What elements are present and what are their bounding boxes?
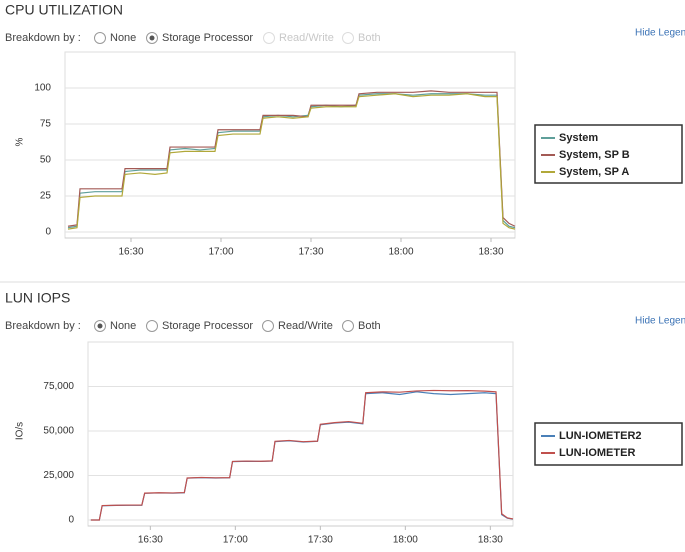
x-tick-label: 18:30 [478,247,503,258]
breakdown-label: Breakdown by : [5,320,81,332]
radio-label[interactable]: Read/Write [278,320,333,332]
series-line [67,93,516,230]
hide-legend-link[interactable]: Hide Legen [635,316,685,327]
radio-button[interactable] [94,32,106,44]
radio-label[interactable]: None [110,320,136,332]
x-tick-label: 16:30 [118,247,143,258]
legend-label: System, SP B [559,149,630,161]
y-tick-label: 50,000 [43,426,74,437]
x-tick-label: 18:30 [478,535,503,546]
legend-label: System, SP A [559,166,629,178]
y-tick-label: 0 [68,515,74,526]
legend-label: LUN-IOMETER [559,447,635,459]
x-tick-label: 18:00 [393,535,418,546]
x-tick-label: 17:30 [308,535,333,546]
radio-button [263,32,275,44]
plot-area [87,341,514,527]
legend-box [534,422,683,466]
y-tick-label: 75,000 [43,381,74,392]
y-tick-label: 100 [34,83,51,94]
radio-label[interactable]: None [110,32,136,44]
series-line [90,389,514,521]
radio-label[interactable]: Both [358,320,381,332]
x-tick-label: 16:30 [138,535,163,546]
radio-label: Read/Write [279,32,334,44]
radio-button[interactable] [262,320,274,332]
radio-button [342,32,354,44]
section-title: CPU UTILIZATION [5,2,123,18]
radio-label[interactable]: Storage Processor [162,320,253,332]
section-title: LUN IOPS [5,290,70,306]
y-axis-label: % [15,137,26,146]
radio-dot [97,323,103,329]
x-tick-label: 17:30 [298,247,323,258]
y-axis-label: IO/s [15,422,26,440]
y-tick-label: 75 [40,119,52,130]
radio-dot [149,35,155,41]
legend-label: LUN-IOMETER2 [559,430,642,442]
plot-area [64,51,516,239]
radio-button[interactable] [342,320,354,332]
y-tick-label: 25,000 [43,470,74,481]
legend-box [534,124,683,184]
series-line [67,93,516,229]
radio-label[interactable]: Storage Processor [162,32,253,44]
radio-label: Both [358,32,381,44]
y-tick-label: 50 [40,155,52,166]
legend-label: System [559,132,598,144]
series-line [67,90,516,227]
y-tick-label: 25 [40,191,52,202]
x-tick-label: 17:00 [208,247,233,258]
breakdown-label: Breakdown by : [5,32,81,44]
x-tick-label: 18:00 [388,247,413,258]
radio-button[interactable] [146,320,158,332]
y-tick-label: 0 [45,227,51,238]
hide-legend-link[interactable]: Hide Legen [635,28,685,39]
x-tick-label: 17:00 [223,535,248,546]
